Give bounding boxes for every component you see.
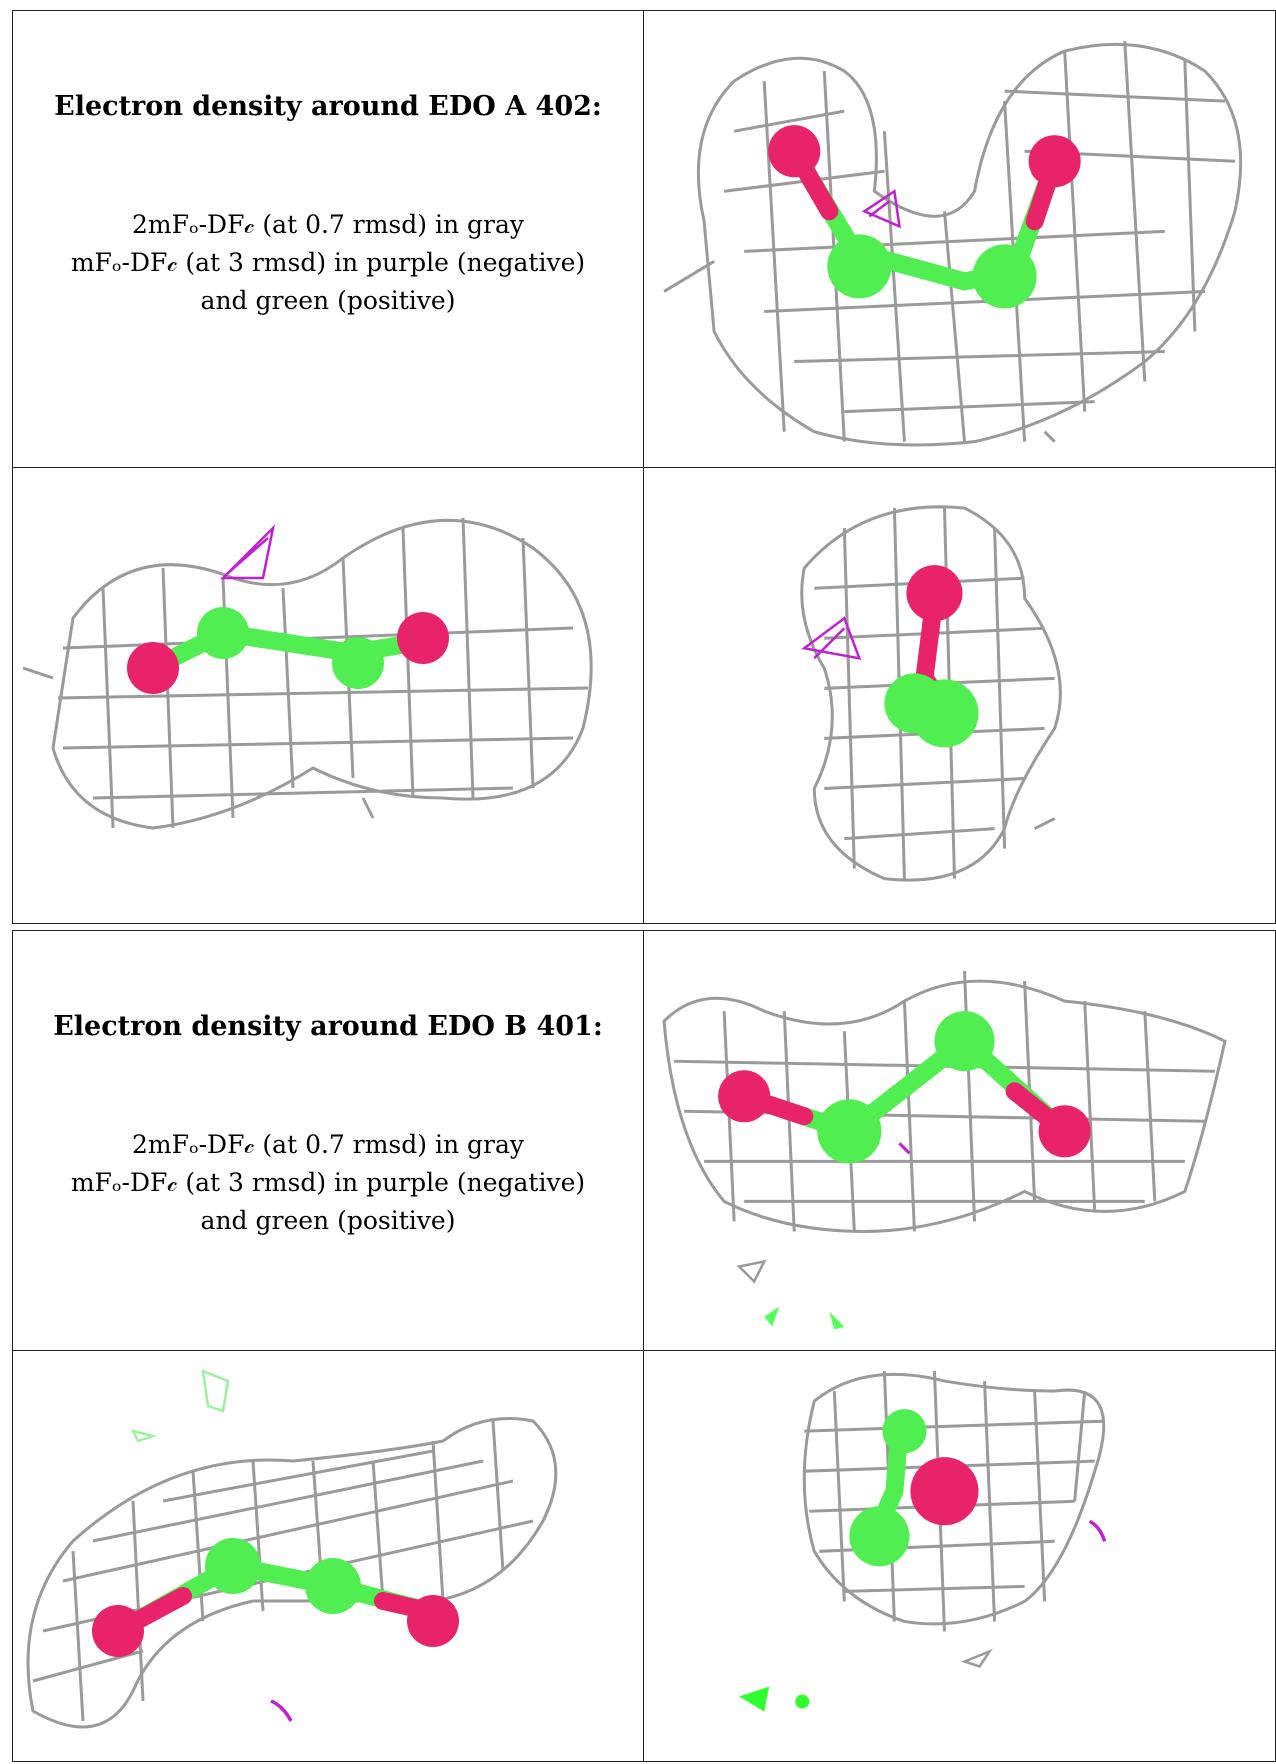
- oxygen-atom: [1028, 135, 1081, 188]
- carbon-atom: [934, 1011, 995, 1072]
- positive-density: [130, 1369, 230, 1443]
- oxygen-atom: [92, 1604, 144, 1657]
- oxygen-atom: [906, 564, 963, 621]
- carbon-atom: [849, 1505, 910, 1566]
- oxygen-atom: [718, 1070, 771, 1123]
- negative-density: [270, 1699, 293, 1722]
- density-legend: 2mFₒ-DF𝒸 (at 0.7 rmsd) in gray mFₒ-DF𝒸 (…: [13, 206, 643, 320]
- edo-a-402-view-3: [643, 466, 1276, 925]
- density-mesh-view: [800, 505, 1062, 882]
- edo-a-402-table: Electron density around EDO A 402: 2mFₒ-…: [12, 10, 1276, 925]
- edo-b-401-view-1: [643, 930, 1276, 1351]
- carbon-atom: [817, 1099, 882, 1164]
- gray-mesh-fragment: [736, 1259, 767, 1284]
- oxygen-atom: [127, 642, 179, 695]
- edo-b-401-view-2: [12, 1349, 644, 1763]
- positive-density: [764, 1306, 845, 1330]
- negative-density: [1088, 1519, 1107, 1542]
- legend-positive: and green (positive): [200, 1206, 456, 1235]
- oxygen-atom: [407, 1594, 459, 1647]
- edo-b-401-view-3: [643, 1349, 1276, 1763]
- edo-a-402-caption-cell: Electron density around EDO A 402: 2mFₒ-…: [12, 10, 644, 468]
- edo-molecule: [127, 607, 449, 695]
- legend-2fofc: 2mFₒ-DF𝒸 (at 0.7 rmsd) in gray: [132, 210, 524, 239]
- gray-mesh-fragment: [960, 1648, 993, 1668]
- carbon-atom: [884, 673, 945, 734]
- gray-mesh: [22, 518, 593, 830]
- oxygen-atom: [910, 1456, 979, 1525]
- legend-positive: and green (positive): [200, 286, 456, 315]
- edo-molecule: [92, 1537, 459, 1657]
- density-mesh-view: [26, 1369, 558, 1729]
- oxygen-atom: [768, 125, 821, 178]
- carbon-atom: [882, 1408, 927, 1453]
- edo-molecule: [718, 1011, 1091, 1164]
- edo-molecule: [849, 1408, 979, 1566]
- edo-b-401-table: Electron density around EDO B 401: 2mFₒ-…: [12, 930, 1276, 1763]
- density-legend: 2mFₒ-DF𝒸 (at 0.7 rmsd) in gray mFₒ-DF𝒸 (…: [13, 1126, 643, 1240]
- density-mesh-view: [739, 1370, 1107, 1712]
- carbon-atom: [205, 1537, 261, 1594]
- gray-mesh: [663, 40, 1243, 447]
- negative-density: [219, 524, 276, 580]
- carbon-atom: [305, 1557, 361, 1614]
- oxygen-atom: [1038, 1105, 1091, 1158]
- density-mesh-view: [663, 40, 1243, 447]
- edo-b-401-caption-cell: Electron density around EDO B 401: 2mFₒ-…: [12, 930, 644, 1351]
- legend-2fofc: 2mFₒ-DF𝒸 (at 0.7 rmsd) in gray: [132, 1130, 524, 1159]
- legend-fofc: mFₒ-DF𝒸 (at 3 rmsd) in purple (negative): [70, 1168, 586, 1197]
- edo-molecule: [768, 125, 1081, 309]
- oxygen-atom: [397, 612, 449, 665]
- negative-density: [898, 1142, 911, 1155]
- negative-density: [861, 189, 901, 229]
- panel-title: Electron density around EDO A 402:: [54, 91, 602, 122]
- edo-molecule: [884, 564, 979, 748]
- edo-a-402-view-2: [12, 466, 644, 925]
- legend-fofc: mFₒ-DF𝒸 (at 3 rmsd) in purple (negative): [70, 248, 586, 277]
- carbon-atom: [972, 244, 1037, 309]
- carbon-atom: [197, 607, 249, 660]
- carbon-atom: [332, 637, 384, 690]
- negative-density: [801, 615, 862, 660]
- edo-a-402-view-1: [643, 10, 1276, 468]
- density-mesh-view: [662, 971, 1227, 1330]
- positive-density: [739, 1686, 810, 1712]
- carbon-atom: [827, 234, 892, 299]
- panel-title: Electron density around EDO B 401:: [53, 1011, 603, 1042]
- density-mesh-view: [22, 518, 593, 830]
